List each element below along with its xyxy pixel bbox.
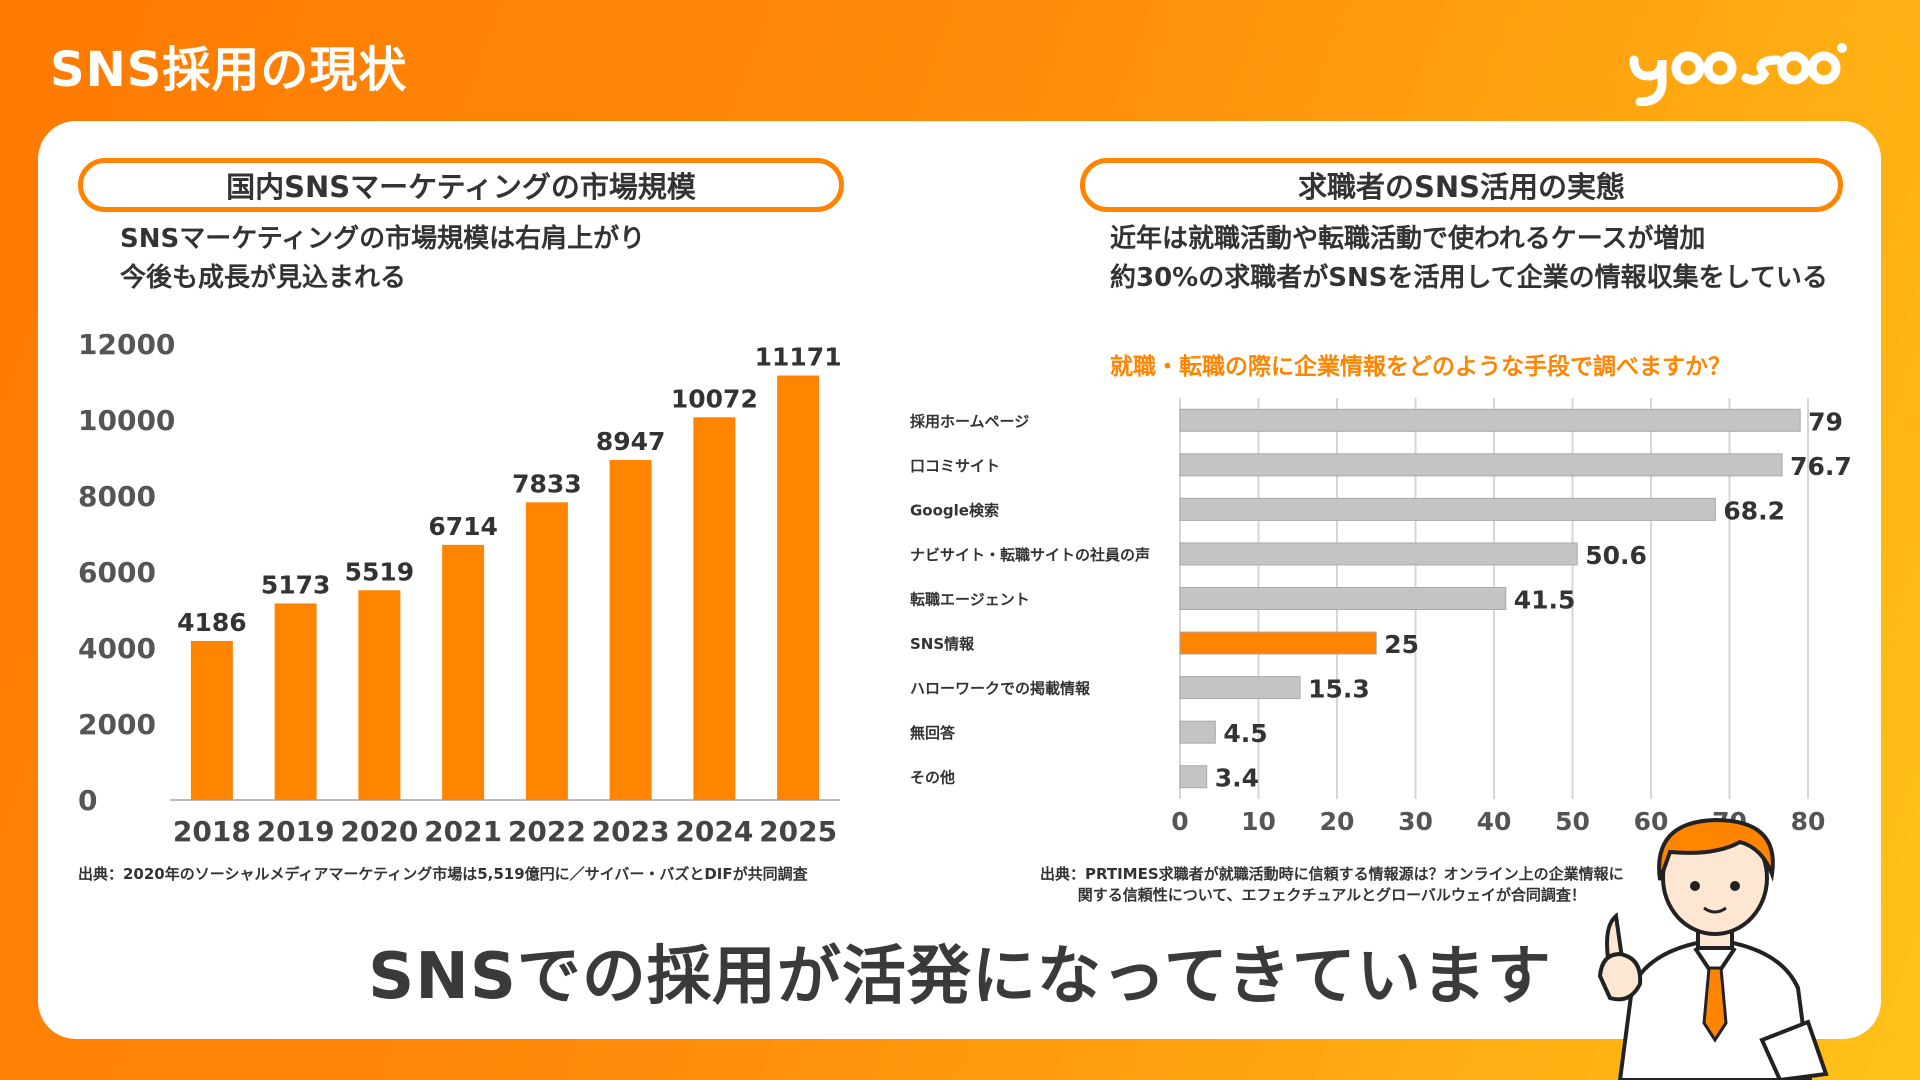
x-tick-label: 30 [1398,807,1433,836]
x-tick-label: 10 [1241,807,1276,836]
jobseeker-line-1: 近年は就職活動や転職活動で使われるケースが増加 [1110,224,1706,254]
jobseeker-source-line-2: 関する信頼性について、エフェクチュアルとグローバルウェイが合同調査！ [1077,886,1586,904]
x-tick-label: 2022 [508,815,586,848]
x-tick-label: 2024 [675,815,753,848]
y-tick-label: 2000 [78,708,156,741]
bar-value-label: 50.6 [1585,541,1647,570]
bar [1179,542,1578,566]
market-size-description: SNSマーケティングの市場規模は右肩上がり 今後も成長が見込まれる [120,220,645,298]
bar [1179,497,1716,521]
tagline: SNSでの採用が活発になってきています [368,940,1552,1014]
bar [777,375,820,800]
bar [1179,408,1801,432]
market-size-source: 出典：2020年のソーシャルメディアマーケティング市場は5,519億円に／サイバ… [78,865,808,883]
y-tick-label: 10000 [78,404,175,437]
bar [1179,765,1208,789]
y-tick-label: 0 [78,784,97,817]
category-label: Google検索 [910,501,999,519]
y-tick-label: 8000 [78,480,156,513]
market-size-line-2: 今後も成長が見込まれる [120,263,407,293]
x-tick-label: 0 [1171,807,1188,836]
bar-value-label: 15.3 [1308,675,1370,704]
x-tick-label: 60 [1634,807,1669,836]
jobseeker-description: 近年は就職活動や転職活動で使われるケースが増加 約30%の求職者がSNSを活用し… [1110,220,1828,298]
bar-value-label: 7833 [512,469,582,498]
bar [1179,720,1216,744]
bar-value-label: 79 [1808,407,1843,436]
jobseeker-line-2: 約30%の求職者がSNSを活用して企業の情報収集をしている [1110,263,1828,293]
category-label: ナビサイト・転職サイトの社員の声 [910,546,1150,564]
bar [609,460,652,800]
bar [693,417,736,800]
slide-title: SNS採用の現状 [50,42,408,98]
bar [190,640,233,800]
bar-value-label: 11171 [755,343,842,372]
x-tick-label: 2018 [173,815,251,848]
bar [274,603,317,800]
category-label: ハローワークでの掲載情報 [910,680,1091,698]
survey-question: 就職・転職の際に企業情報をどのような手段で調べますか？ [1110,354,1731,380]
bar [1179,453,1783,477]
bar-value-label: 3.4 [1215,764,1259,793]
bar [442,544,485,800]
company-logo [1629,43,1847,106]
x-tick-label: 2019 [257,815,335,848]
market-size-heading: 国内SNSマーケティングの市場規模 [78,158,844,212]
bar-value-label: 68.2 [1723,496,1785,525]
category-label: 採用ホームページ [910,412,1029,430]
x-tick-label: 2025 [759,815,837,848]
x-tick-label: 2023 [592,815,670,848]
jobseeker-source-line-1: 出典：PRTIMES求職者が就職活動時に信頼する情報源は？オンライン上の企業情報… [1040,865,1624,883]
bar-value-label: 6714 [428,512,498,541]
content-panel [38,121,1881,1039]
bar-value-label: 5519 [345,557,415,586]
businessman-illustration [1597,817,1829,1080]
y-tick-label: 12000 [78,328,175,361]
market-size-line-1: SNSマーケティングの市場規模は右肩上がり [120,224,646,254]
bar-value-label: 4.5 [1223,719,1267,748]
category-label: SNS情報 [910,635,975,653]
x-tick-label: 2021 [424,815,502,848]
bar [1179,676,1301,700]
x-tick-label: 20 [1320,807,1355,836]
bar-value-label: 25 [1384,630,1419,659]
bar-value-label: 76.7 [1790,452,1852,481]
jobseeker-source: 出典：PRTIMES求職者が就職活動時に信頼する情報源は？オンライン上の企業情報… [1040,864,1624,906]
bar [358,590,401,800]
category-label: 転職エージェント [910,591,1030,609]
bar [525,502,568,800]
bar-value-label: 8947 [596,427,666,456]
y-tick-label: 4000 [78,632,156,665]
bar-value-label: 5173 [261,570,331,599]
jobseeker-sns-heading: 求職者のSNS活用の実態 [1080,158,1843,212]
bar [1179,587,1507,610]
bar-value-label: 4186 [177,608,247,637]
x-tick-label: 50 [1555,807,1590,836]
category-label: その他 [910,769,955,787]
bar-value-label: 10072 [671,384,758,413]
y-tick-label: 6000 [78,556,156,589]
bar [1179,631,1377,655]
category-label: 無回答 [910,724,956,742]
x-tick-label: 40 [1477,807,1512,836]
bar-value-label: 41.5 [1514,586,1576,615]
x-tick-label: 80 [1791,807,1826,836]
x-tick-label: 2020 [340,815,418,848]
category-label: 口コミサイト [910,457,1000,475]
